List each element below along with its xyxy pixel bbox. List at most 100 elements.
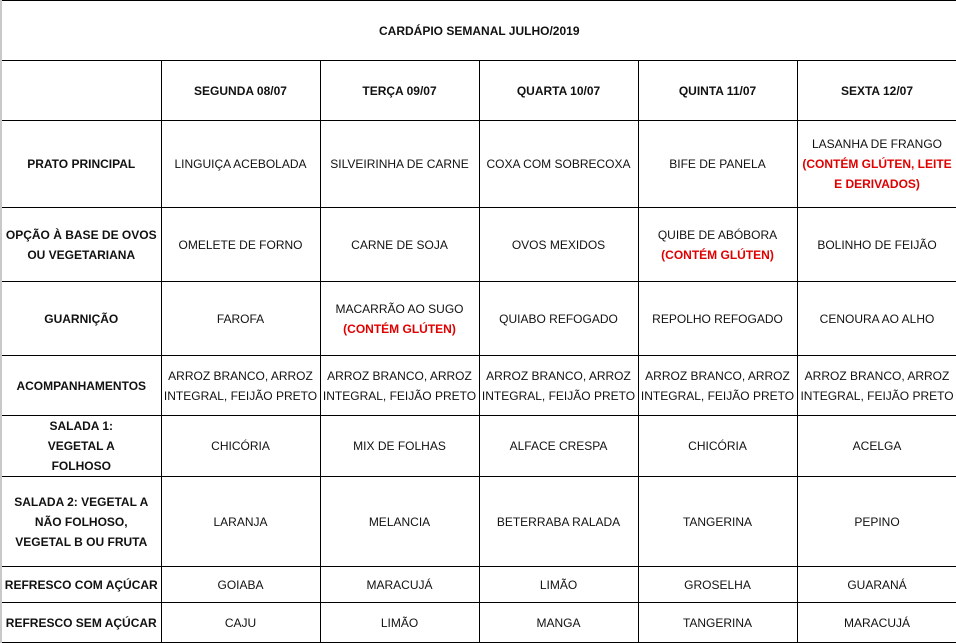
allergen-note: (CONTÉM GLÚTEN)	[661, 247, 774, 262]
row-label: PRATO PRINCIPAL	[0, 120, 162, 208]
dish-name: CHICÓRIA	[688, 439, 747, 453]
menu-cell: MARACUJÁ	[319, 566, 480, 603]
menu-cell: CENOURA AO ALHO	[796, 281, 956, 356]
dish-name: QUIBE DE ABÓBORA	[657, 227, 778, 242]
header-row: SEGUNDA 08/07 TERÇA 09/07 QUARTA 10/07 QUIN…	[0, 60, 956, 121]
row-label: REFRESCO SEM AÇÚCAR	[0, 602, 162, 643]
dish-name: ARROZ BRANCO, ARROZ INTEGRAL, FEIJÃO PRE…	[800, 368, 954, 403]
menu-cell: BIFE DE PANELA	[637, 120, 798, 208]
day-header: SEGUNDA 08/07	[160, 60, 321, 121]
menu-cell: OVOS MEXIDOS	[478, 207, 639, 282]
menu-cell: CHICÓRIA	[637, 415, 798, 477]
menu-row: SALADA 2: VEGETAL A NÃO FOLHOSO, VEGETAL…	[0, 476, 956, 567]
row-label: OPÇÃO À BASE DE OVOS OU VEGETARIANA	[0, 207, 162, 282]
menu-row: PRATO PRINCIPAL LINGUIÇA ACEBOLADA SILVEIR…	[0, 120, 956, 208]
title-row: CARDÁPIO SEMANAL JULHO/2019	[0, 0, 956, 61]
allergen-note: (CONTÉM GLÚTEN)	[343, 321, 456, 336]
day-header: QUARTA 10/07	[478, 60, 639, 121]
menu-cell: LINGUIÇA ACEBOLADA	[160, 120, 321, 208]
dish-name: ARROZ BRANCO, ARROZ INTEGRAL, FEIJÃO PRE…	[322, 368, 477, 403]
dish-name: BIFE DE PANELA	[669, 157, 766, 171]
dish-name: MANGA	[536, 615, 581, 630]
menu-cell: QUIBE DE ABÓBORA (CONTÉM GLÚTEN)	[637, 207, 798, 282]
menu-cell: MIX DE FOLHAS	[319, 415, 480, 477]
dish-name: TANGERINA	[682, 615, 753, 630]
menu-row: REFRESCO COM AÇÚCAR GOIABA MARACUJÁ LIMÃO GR…	[0, 566, 956, 603]
day-header: TERÇA 09/07	[319, 60, 480, 121]
menu-cell: CHICÓRIA	[160, 415, 321, 477]
menu-cell: CARNE DE SOJA	[319, 207, 480, 282]
corner-cell	[0, 60, 162, 121]
dish-name: OMELETE DE FORNO	[178, 237, 303, 252]
row-label: REFRESCO COM AÇÚCAR	[0, 566, 162, 603]
menu-cell: PEPINO	[796, 476, 956, 567]
menu-cell: ACELGA	[796, 415, 956, 477]
dish-name: GROSELHA	[684, 577, 751, 592]
dish-name: GOIABA	[217, 577, 264, 592]
menu-cell: COXA COM SOBRECOXA	[478, 120, 639, 208]
dish-name: MARACUJÁ	[844, 615, 911, 630]
menu-cell: GUARANÁ	[796, 566, 956, 603]
menu-cell: BOLINHO DE FEIJÃO	[796, 207, 956, 282]
menu-cell: LASANHA DE FRANGO (CONTÉM GLÚTEN, LEITE E…	[796, 120, 956, 208]
dish-name: CENOURA AO ALHO	[819, 311, 935, 326]
menu-cell: ARROZ BRANCO, ARROZ INTEGRAL, FEIJÃO PRE…	[478, 355, 639, 416]
menu-cell: TANGERINA	[637, 602, 798, 643]
menu-cell: BETERRABA RALADA	[478, 476, 639, 567]
dish-name: LARANJA	[213, 514, 268, 529]
dish-name: LIMÃO	[539, 577, 578, 592]
dish-name: CHICÓRIA	[211, 439, 270, 453]
day-header: QUINTA 11/07	[637, 60, 798, 121]
menu-row: SALADA 1: VEGETAL A FOLHOSO CHICÓRIA MIX D…	[0, 415, 956, 477]
dish-name: TANGERINA	[682, 514, 753, 529]
menu-cell: ARROZ BRANCO, ARROZ INTEGRAL, FEIJÃO PRE…	[319, 355, 480, 416]
menu-cell: CAJU	[160, 602, 321, 643]
menu-cell: TANGERINA	[637, 476, 798, 567]
menu-cell: ARROZ BRANCO, ARROZ INTEGRAL, FEIJÃO PRE…	[637, 355, 798, 416]
menu-cell: MELANCIA	[319, 476, 480, 567]
menu-cell: OMELETE DE FORNO	[160, 207, 321, 282]
menu-cell: MANGA	[478, 602, 639, 643]
allergen-note: (CONTÉM GLÚTEN, LEITE E DERIVADOS)	[802, 157, 952, 191]
dish-name: ARROZ BRANCO, ARROZ INTEGRAL, FEIJÃO PRE…	[163, 368, 318, 403]
dish-name: QUIABO REFOGADO	[499, 311, 618, 326]
menu-cell: REPOLHO REFOGADO	[637, 281, 798, 356]
dish-name: ARROZ BRANCO, ARROZ INTEGRAL, FEIJÃO PRE…	[481, 368, 636, 403]
menu-cell: LARANJA	[160, 476, 321, 567]
dish-name: PEPINO	[854, 514, 900, 529]
menu-cell: QUIABO REFOGADO	[478, 281, 639, 356]
dish-name: LASANHA DE FRANGO	[811, 137, 943, 151]
menu-cell: MARACUJÁ	[796, 602, 956, 643]
dish-name: MARACUJÁ	[366, 577, 433, 592]
dish-name: MIX DE FOLHAS	[353, 439, 446, 453]
dish-name: CARNE DE SOJA	[351, 237, 448, 252]
dish-name: BETERRABA RALADA	[496, 514, 621, 529]
menu-cell: ALFACE CRESPA	[478, 415, 639, 477]
menu-row: REFRESCO SEM AÇÚCAR CAJU LIMÃO MANGA TANGERI…	[0, 602, 956, 643]
menu-cell: FAROFA	[160, 281, 321, 356]
dish-name: GUARANÁ	[847, 577, 907, 592]
dish-name: FAROFA	[216, 311, 265, 326]
dish-name: ACELGA	[852, 439, 902, 453]
menu-row: ACOMPANHAMENTOS ARROZ BRANCO, ARROZ INTEG…	[0, 355, 956, 416]
dish-name: ARROZ BRANCO, ARROZ INTEGRAL, FEIJÃO PRE…	[640, 368, 795, 403]
menu-cell: LIMÃO	[478, 566, 639, 603]
row-label: GUARNIÇÃO	[0, 281, 162, 356]
menu-cell: LIMÃO	[319, 602, 480, 643]
menu-cell: GOIABA	[160, 566, 321, 603]
row-label: SALADA 1: VEGETAL A FOLHOSO	[0, 415, 162, 477]
dish-name: MELANCIA	[368, 514, 431, 529]
dish-name: LINGUIÇA ACEBOLADA	[174, 157, 307, 171]
menu-row: GUARNIÇÃO FAROFA MACARRÃO AO SUGO (CONTÉM G…	[0, 281, 956, 356]
menu-cell: ARROZ BRANCO, ARROZ INTEGRAL, FEIJÃO PRE…	[796, 355, 956, 416]
row-label: ACOMPANHAMENTOS	[0, 355, 162, 416]
menu-title: CARDÁPIO SEMANAL JULHO/2019	[0, 0, 956, 61]
dish-name: OVOS MEXIDOS	[511, 237, 606, 252]
row-label: SALADA 2: VEGETAL A NÃO FOLHOSO, VEGETAL…	[0, 476, 162, 567]
menu-cell: SILVEIRINHA DE CARNE	[319, 120, 480, 208]
dish-name: MACARRÃO AO SUGO	[335, 301, 464, 316]
menu-cell: MACARRÃO AO SUGO (CONTÉM GLÚTEN)	[319, 281, 480, 356]
dish-name: CAJU	[224, 615, 257, 630]
dish-name: ALFACE CRESPA	[509, 439, 608, 453]
